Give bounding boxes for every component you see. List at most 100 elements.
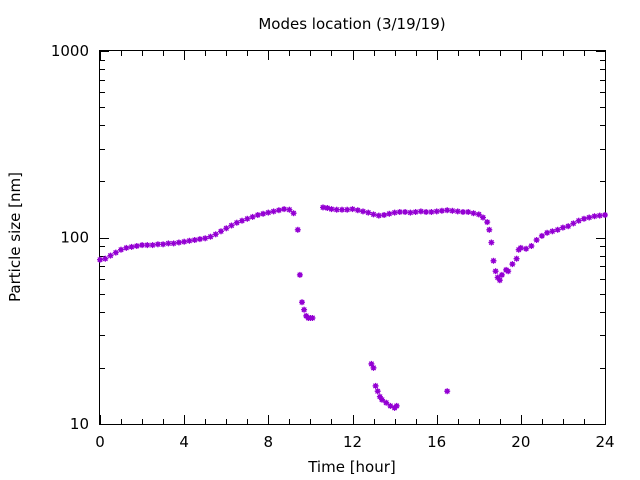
data-point <box>475 211 482 218</box>
y-tick-label: 10 <box>70 415 89 433</box>
data-point <box>165 240 172 247</box>
data-point <box>333 206 340 213</box>
data-point <box>402 209 409 215</box>
x-tick-label: 20 <box>511 433 530 451</box>
data-point <box>370 211 377 218</box>
data-point <box>433 208 440 215</box>
x-tick-label: 8 <box>264 433 274 451</box>
data-point <box>175 239 182 246</box>
data-point <box>354 207 361 214</box>
data-point <box>391 209 398 216</box>
data-point <box>484 219 491 226</box>
data-point <box>517 244 524 251</box>
data-point <box>349 206 356 213</box>
data-point <box>559 224 566 231</box>
data-point <box>570 220 577 227</box>
data-point <box>112 249 119 256</box>
data-point <box>154 241 161 248</box>
data-point <box>97 256 103 263</box>
data-point <box>454 208 461 215</box>
chart-title: Modes location (3/19/19) <box>258 15 445 33</box>
data-point <box>328 206 335 213</box>
data-point <box>223 225 230 232</box>
x-tick-label: 12 <box>343 433 362 451</box>
data-point <box>149 242 156 249</box>
data-point <box>407 209 414 216</box>
data-point <box>581 215 587 222</box>
data-point <box>365 209 372 216</box>
data-point <box>381 212 388 218</box>
data-point <box>470 210 477 217</box>
y-tick-label: 100 <box>60 229 89 247</box>
data-point <box>460 209 466 215</box>
x-tick-label: 16 <box>427 433 446 451</box>
y-tick-label: 1000 <box>51 42 89 60</box>
data-point <box>228 222 235 229</box>
x-tick-label: 24 <box>595 433 614 451</box>
data-point <box>275 207 282 214</box>
data-point <box>554 226 561 233</box>
data-point <box>191 237 198 243</box>
data-point <box>260 210 267 217</box>
data-point <box>196 236 203 243</box>
data-point <box>528 243 535 249</box>
data-point <box>602 212 608 218</box>
x-axis: 0 4 8 12 16 20 24 <box>95 51 615 451</box>
data-point <box>496 277 503 284</box>
data-point <box>486 226 493 233</box>
x-tick-label: 4 <box>179 433 189 451</box>
data-point <box>372 382 379 389</box>
data-point <box>449 207 456 214</box>
data-point <box>386 210 393 217</box>
data-point <box>202 235 209 242</box>
data-point <box>144 242 151 249</box>
data-point <box>383 399 390 406</box>
data-point <box>505 268 512 275</box>
data-point <box>417 208 424 215</box>
data-point <box>239 217 245 224</box>
data-point <box>490 257 497 264</box>
data-point <box>423 209 430 215</box>
data-point <box>299 299 305 306</box>
data-point <box>480 214 486 221</box>
data-point <box>254 212 261 218</box>
y-axis: 10 100 1000 <box>51 42 605 433</box>
data-point <box>591 213 598 220</box>
data-point <box>160 241 167 248</box>
data-point <box>301 306 308 313</box>
data-point <box>412 209 419 215</box>
data-point <box>498 271 505 278</box>
x-axis-label: Time [hour] <box>307 458 396 476</box>
data-point <box>444 207 451 214</box>
data-point <box>393 402 400 409</box>
data-point <box>575 217 582 224</box>
data-point <box>102 255 109 262</box>
data-point <box>290 210 297 217</box>
data-point <box>128 243 135 250</box>
data-point <box>370 364 377 371</box>
data-point <box>344 206 351 213</box>
data-point <box>488 239 495 246</box>
data-point <box>438 207 445 214</box>
data-point <box>375 212 382 219</box>
data-point <box>186 237 193 244</box>
data-point <box>207 233 214 240</box>
data-point <box>374 388 381 395</box>
data-point <box>249 213 256 220</box>
x-tick-label: 0 <box>95 433 105 451</box>
data-point <box>513 255 520 262</box>
data-point <box>339 206 345 213</box>
data-point <box>565 223 572 230</box>
data-point <box>538 232 545 239</box>
data-point <box>170 240 177 247</box>
data-point <box>324 205 331 211</box>
data-point <box>218 228 224 235</box>
data-point <box>309 315 316 321</box>
data-point <box>544 229 551 236</box>
data-point <box>296 271 303 278</box>
data-point <box>294 226 301 233</box>
data-point <box>360 208 366 215</box>
data-point <box>586 214 593 221</box>
data-point <box>139 242 146 249</box>
